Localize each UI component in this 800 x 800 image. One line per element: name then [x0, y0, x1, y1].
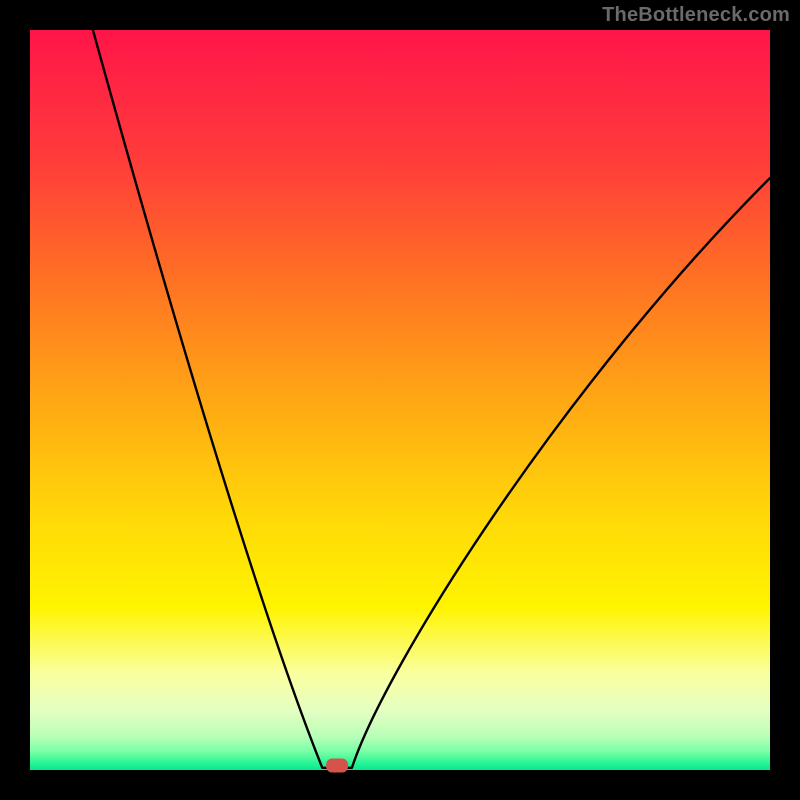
watermark-text: TheBottleneck.com: [602, 4, 790, 27]
chart-stage: TheBottleneck.com: [0, 0, 800, 800]
bottleneck-chart: [0, 0, 800, 800]
valley-marker: [326, 759, 348, 773]
plot-area: [30, 30, 770, 770]
